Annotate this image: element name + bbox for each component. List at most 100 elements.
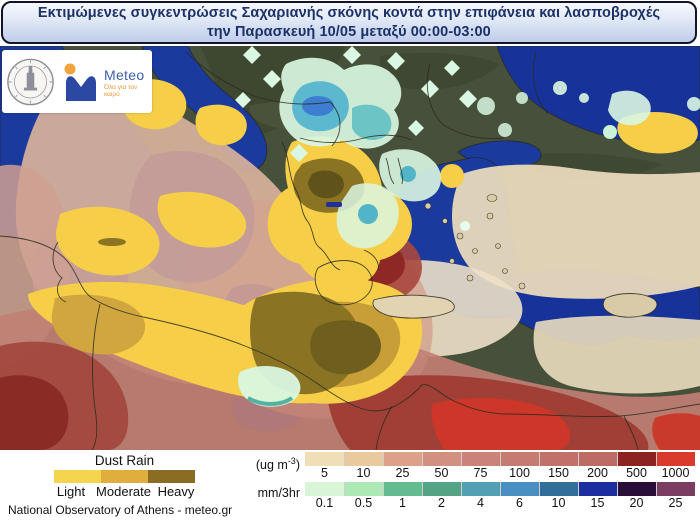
rainfall-scale-cells: 0.1 0.5 1 2 4 6 10 15 20 25 [305,482,695,510]
crete-outline [372,294,455,319]
rain-diamond-9 [459,90,477,108]
rain-blacksea-dot-2 [579,93,589,103]
dust-red-core-center [431,398,571,450]
rain-balkans-teal-2 [352,104,392,140]
dust-veil-turkey [452,164,700,299]
title-bar: Εκτιμώμενες συγκεντρώσεις Σαχαριανής σκό… [1,1,697,44]
rainfall-scale-cell: 2 [422,482,461,510]
balkan-border-3 [426,63,505,139]
dust-scale-cell: 500 [617,452,656,480]
meteo-tagline: Όλα για τον καιρό [104,83,138,98]
color-scales: (ug m-3) 5 10 25 50 75 100 150 200 500 1… [238,452,696,510]
rainfall-scale-cell: 15 [578,482,617,510]
dust-scale-cell: 5 [305,452,344,480]
dust-scale-cell: 25 [383,452,422,480]
border-egypt-east [623,415,639,450]
footer-credit: National Observatory of Athens - meteo.g… [8,503,233,517]
title-line-1: Εκτιμώμενες συγκεντρώσεις Σαχαριανής σκό… [37,5,661,22]
dust-rain-legend-bar [54,470,195,483]
greece-coastline [281,141,341,271]
rain-marmara-dot-1 [477,97,495,115]
rainfall-scale: mm/3hr 0.1 0.5 1 2 4 6 10 15 20 25 [238,482,696,510]
dust-scale-cell: 10 [344,452,383,480]
border-tunisia-libya [91,303,101,450]
cyprus-outline [602,293,658,318]
rainfall-scale-cell: 4 [461,482,500,510]
dust-rain-swatch-light [54,470,101,483]
meteo-brand-text: Meteo [104,66,145,83]
dustrain-calabria [157,191,247,248]
rain-blacksea-dot-3 [687,97,700,111]
rain-turkey-coast-dot [603,125,617,139]
mediterranean-dust-map [0,46,700,450]
rain-overlay [235,46,700,407]
dust-concentration-scale: (ug m-3) 5 10 25 50 75 100 150 200 500 1… [238,452,696,480]
rain-diamond-2 [263,70,281,88]
rainfall-scale-cell: 10 [539,482,578,510]
dust-rain-legend-labels: Light Moderate Heavy [46,484,201,499]
rain-balkans-blue-core [302,96,334,116]
rain-diamond-10 [408,120,424,136]
rain-navy-dash [326,202,342,207]
rain-bulgaria-coast [608,90,651,126]
rain-diamond-4 [290,144,308,162]
dust-red-right-edge [652,413,700,450]
rainfall-scale-cell: 20 [617,482,656,510]
rain-marmara-dot-2 [498,123,512,137]
chalkidiki-coast [385,157,403,185]
dust-rain-swatch-moderate [101,470,148,483]
dustrain-amber-africa [51,294,146,355]
map-graphic [0,46,700,450]
rain-marmara-dot-3 [516,92,528,104]
rain-diamond-5 [343,46,361,64]
dust-scale-cell: 75 [461,452,500,480]
dust-scale-cell: 100 [500,452,539,480]
dust-rain-legend: Dust Rain Light Moderate Heavy [30,453,225,499]
dustrain-apulia [195,104,247,146]
tunisia-coast-detail [52,241,67,303]
dustrain-south-greece-olive [310,320,381,375]
rainfall-scale-cell: 0.1 [305,482,344,510]
rain-diamond-1 [243,46,261,64]
dustrain-sicily-olive-dash [98,238,126,246]
dust-rain-legend-title: Dust Rain [94,453,155,468]
greece-north-border [299,134,413,143]
title-line-2: την Παρασκευή 10/05 μεταξύ 00:00-03:00 [207,23,491,40]
rainfall-scale-cell: 0.5 [344,482,383,510]
dust-scale-cell: 50 [422,452,461,480]
rain-diamond-7 [421,80,439,98]
rain-diamond-8 [444,60,460,76]
dust-scale-cells: 5 10 25 50 75 100 150 200 500 1000 [305,452,695,480]
border-libya-egypt [375,405,393,450]
attica-coast [363,249,379,271]
dust-scale-cell: 200 [578,452,617,480]
rain-diamond-6 [387,52,405,70]
balkan-border-1 [185,51,331,105]
rainfall-scale-unit-label: mm/3hr [257,486,300,500]
africa-coastline [0,235,700,418]
aegean-islands [424,194,526,290]
dustrain-greece-olive-core [308,170,344,199]
rain-blacksea-dot-1 [553,81,567,95]
rainfall-scale-cell: 6 [500,482,539,510]
coastlines-and-borders [0,51,700,450]
dust-scale-unit-label: (ug m-3) [255,456,300,473]
rain-east-greece-teal [358,204,378,224]
rain-sidra-pale [238,366,301,407]
logo-box: Meteo Όλα για τον καιρό [2,50,152,113]
legend-area: Dust Rain Light Moderate Heavy National … [0,450,700,524]
dust-rain-label-light: Light [56,484,86,499]
peloponnese-outline [314,260,373,306]
rainfall-scale-cell: 25 [656,482,695,510]
dust-rain-swatch-heavy [148,470,195,483]
dustrain-izmir-spot [440,164,464,188]
meteo-logo: Meteo Όλα για τον καιρό [62,61,148,103]
dust-darkred-left-core [0,375,69,450]
rain-sidra-teal-edge [247,396,294,406]
dust-rain-label-heavy: Heavy [157,484,195,499]
rainfall-scale-cell: 1 [383,482,422,510]
rain-aegean-dot [460,221,470,231]
balkan-border-4 [532,51,549,115]
dust-veil-egypt [533,315,700,394]
meteo-m-icon [64,63,96,101]
